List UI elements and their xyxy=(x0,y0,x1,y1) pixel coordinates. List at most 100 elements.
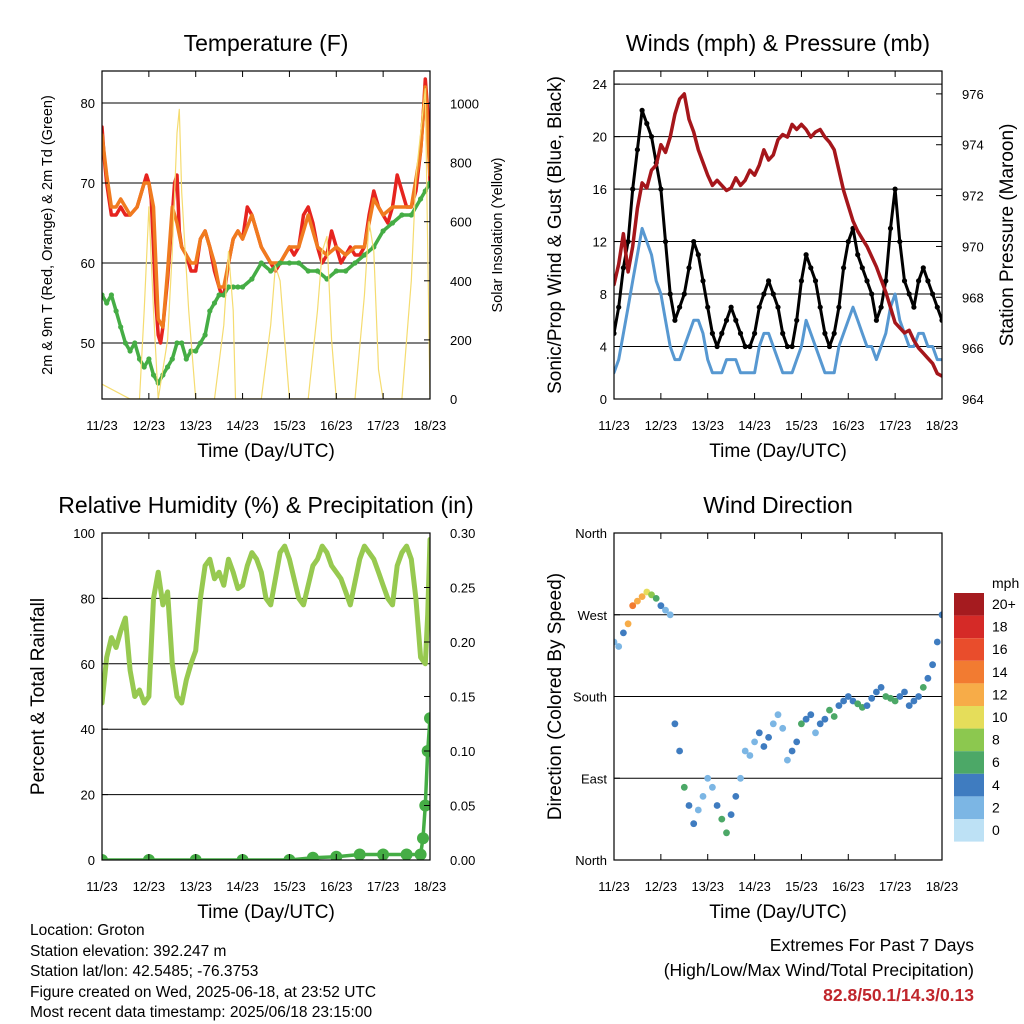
data-point xyxy=(831,330,837,336)
data-point xyxy=(616,304,622,310)
data-point xyxy=(920,265,926,271)
data-point xyxy=(798,278,805,284)
data-point xyxy=(614,330,617,336)
x-tick-label: 14/23 xyxy=(226,879,259,894)
colorbar-swatch xyxy=(954,819,984,842)
y-right-tick-label: 0.15 xyxy=(450,690,475,705)
data-point xyxy=(747,343,753,350)
y-right-axis-label: Station Pressure (Maroon) xyxy=(997,124,1018,347)
x-tick-label: 16/23 xyxy=(832,418,865,433)
y-tick-label: 4 xyxy=(600,340,607,355)
x-tick-label: 18/23 xyxy=(926,879,959,894)
data-point xyxy=(713,802,721,809)
chart-temperature: 11/23 12/23 13/23 14/23 15/23 16/23 17/23 18/23… xyxy=(40,30,506,462)
plot-area xyxy=(614,92,942,378)
data-point xyxy=(211,300,218,306)
colorbar-label: 4 xyxy=(992,777,1000,793)
data-point xyxy=(733,317,739,323)
y-tick-label: 70 xyxy=(81,176,95,191)
x-tick-label: 12/23 xyxy=(645,879,678,894)
colorbar-label: 18 xyxy=(992,619,1008,635)
extremes-subtitle: (High/Low/Max Wind/Total Precipitation) xyxy=(663,960,974,980)
x-tick-label: 16/23 xyxy=(832,879,865,894)
y-right-tick-label: 964 xyxy=(962,392,984,407)
y-right-tick-label: 0.25 xyxy=(450,581,475,596)
data-point xyxy=(780,330,786,336)
data-point xyxy=(896,693,904,700)
x-tick-label: 15/23 xyxy=(785,879,818,894)
y-tick-label: North xyxy=(575,853,607,868)
colorbar-swatch xyxy=(954,593,984,616)
data-point xyxy=(901,278,908,284)
elevation-text: Station elevation: 392.247 m xyxy=(30,942,227,960)
data-point xyxy=(821,715,829,723)
latlon-text: Station lat/lon: 42.5485; -76.3753 xyxy=(30,963,259,981)
data-point xyxy=(652,595,660,602)
data-point xyxy=(685,802,693,809)
data-point xyxy=(803,252,809,258)
x-axis-label: Time (Day/UTC) xyxy=(709,902,847,923)
data-point xyxy=(113,308,119,314)
data-point xyxy=(897,239,903,245)
plot-frame xyxy=(101,70,431,400)
data-point xyxy=(361,252,367,258)
data-point xyxy=(741,747,749,755)
data-point xyxy=(389,220,396,226)
data-point xyxy=(784,343,791,350)
x-tick-label: 11/23 xyxy=(598,418,630,433)
data-point xyxy=(136,356,143,362)
data-point xyxy=(794,317,800,323)
data-point xyxy=(704,774,712,782)
plot-area xyxy=(102,77,430,399)
y-right-tick-label: 800 xyxy=(450,156,472,171)
data-point xyxy=(690,820,698,828)
y-axis-label: Percent & Total Rainfall xyxy=(28,598,49,795)
x-tick-label: 16/23 xyxy=(320,879,353,894)
data-point xyxy=(216,292,222,298)
x-tick-label: 11/23 xyxy=(86,879,118,894)
y-right-tick-label: 200 xyxy=(450,333,472,348)
data-point xyxy=(788,747,796,755)
data-point xyxy=(417,832,429,845)
x-tick-label: 15/23 xyxy=(785,418,818,433)
y-tick-label: 80 xyxy=(81,96,95,111)
data-point xyxy=(193,348,199,354)
data-point xyxy=(188,348,194,354)
data-point xyxy=(901,688,908,696)
x-tick-label: 13/23 xyxy=(179,418,212,433)
data-point xyxy=(723,317,730,323)
data-point xyxy=(700,278,706,284)
y-tick-label: North xyxy=(575,526,607,541)
y-right-tick-label: 0 xyxy=(450,392,457,407)
data-point xyxy=(352,260,358,266)
y-tick-label: 20 xyxy=(593,130,607,145)
data-point xyxy=(808,265,814,271)
data-point xyxy=(169,356,175,362)
data-point xyxy=(277,260,283,266)
data-point xyxy=(910,697,918,705)
data-point xyxy=(807,711,815,719)
data-point xyxy=(784,756,791,764)
data-point xyxy=(666,611,674,619)
series-line xyxy=(102,88,430,399)
data-point xyxy=(906,291,912,297)
y-right-tick-label: 968 xyxy=(962,290,984,305)
data-point xyxy=(826,343,833,350)
data-point xyxy=(728,304,734,310)
chart-title: Wind Direction xyxy=(703,492,853,518)
y-tick-label: 0 xyxy=(600,392,607,407)
data-point xyxy=(424,712,430,725)
y-right-tick-label: 0.10 xyxy=(450,744,475,759)
data-point xyxy=(755,729,763,737)
data-point xyxy=(775,304,781,310)
colorbar-swatch xyxy=(954,728,984,752)
y-tick-label: 20 xyxy=(81,788,95,803)
y-tick-label: West xyxy=(578,608,608,623)
x-tick-label: 18/23 xyxy=(414,418,447,433)
data-point xyxy=(822,330,828,336)
data-point xyxy=(873,317,880,323)
data-point xyxy=(258,260,264,266)
x-tick-label: 18/23 xyxy=(414,879,447,894)
data-point xyxy=(789,343,795,350)
data-point xyxy=(634,147,641,153)
